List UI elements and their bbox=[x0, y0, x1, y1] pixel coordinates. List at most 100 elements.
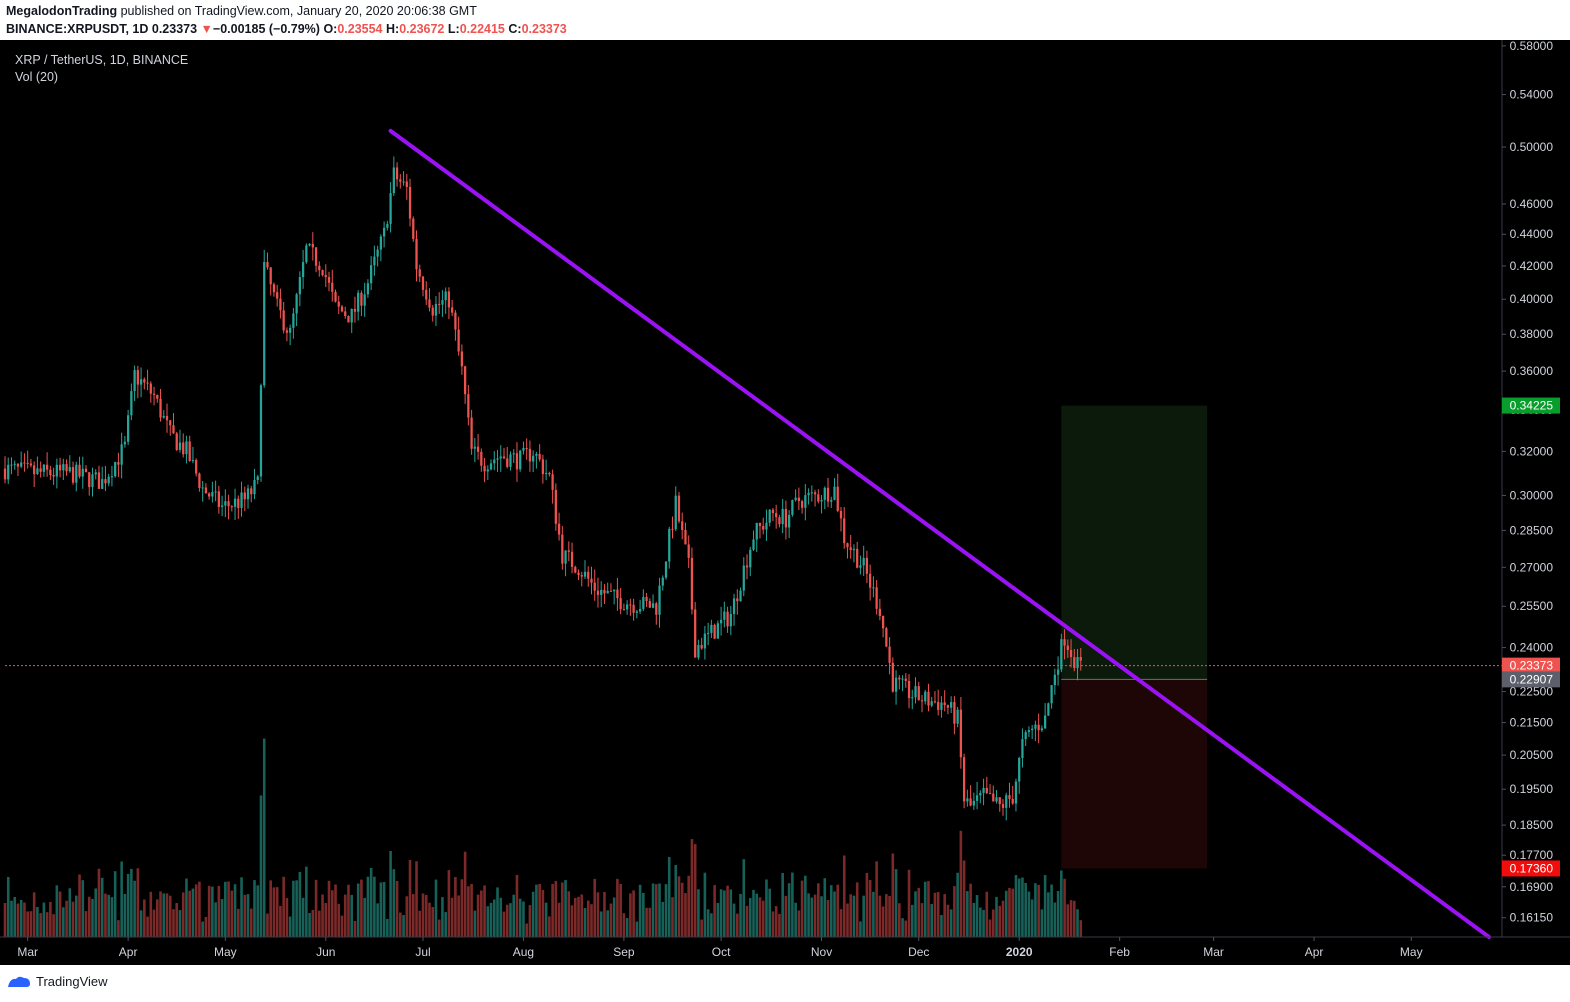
candle-body bbox=[839, 510, 843, 519]
volume-bar bbox=[732, 903, 736, 937]
volume-bar bbox=[502, 911, 506, 937]
publish-info: MegalodonTrading published on TradingVie… bbox=[6, 4, 477, 18]
price-tick-label: 0.25500 bbox=[1510, 599, 1554, 613]
candle-body bbox=[7, 464, 10, 480]
candle-body bbox=[23, 462, 26, 464]
volume-bar bbox=[778, 913, 781, 937]
candle-body bbox=[1060, 639, 1063, 670]
time-tick-label: Mar bbox=[1203, 945, 1224, 959]
candle-body bbox=[460, 351, 464, 367]
volume-bar bbox=[74, 895, 78, 937]
volume-bar bbox=[168, 895, 172, 937]
candle-body bbox=[671, 528, 674, 530]
candle-body bbox=[233, 498, 237, 507]
volume-bar bbox=[285, 897, 289, 937]
candle-body bbox=[10, 464, 13, 466]
candle-body bbox=[515, 453, 519, 470]
volume-bar bbox=[181, 892, 185, 937]
candle-body bbox=[360, 292, 363, 306]
volume-bar bbox=[538, 884, 541, 937]
candle-body bbox=[768, 509, 771, 523]
volume-bar bbox=[58, 891, 62, 937]
candle-body bbox=[104, 479, 107, 484]
candle-body bbox=[1043, 715, 1047, 729]
volume-bar bbox=[165, 893, 169, 937]
volume-bar bbox=[667, 856, 671, 937]
volume-bar bbox=[185, 878, 188, 937]
candle-body bbox=[859, 565, 862, 568]
candles bbox=[3, 156, 1082, 821]
candle-body bbox=[55, 464, 58, 477]
price-chart[interactable]: XRP / TetherUS, 1D, BINANCE Vol (20) 0.1… bbox=[0, 40, 1570, 965]
volume-bar bbox=[399, 912, 402, 937]
time-axis[interactable]: Mar Apr May Jun Jul Aug Sep Oct Nov Dec 2020 Feb Mar… bbox=[17, 937, 1423, 959]
profit-zone[interactable] bbox=[1061, 405, 1208, 680]
candle-body bbox=[716, 623, 719, 639]
price-tick-label: 0.21500 bbox=[1510, 716, 1554, 730]
volume-bar bbox=[755, 893, 759, 937]
candle-body bbox=[399, 179, 402, 182]
volume-bar bbox=[596, 892, 600, 937]
candle-body bbox=[885, 628, 888, 647]
price-tick-label: 0.19500 bbox=[1510, 782, 1554, 796]
volume-bar bbox=[616, 878, 619, 937]
candle-body bbox=[486, 469, 489, 472]
volume-bar bbox=[447, 870, 451, 937]
volume-bar bbox=[52, 914, 55, 937]
candle-body bbox=[39, 468, 42, 472]
volume-bar bbox=[969, 883, 972, 937]
last-price: 0.23373 bbox=[151, 22, 198, 36]
candle-body bbox=[376, 249, 379, 257]
candle-body bbox=[36, 468, 39, 475]
volume-bar bbox=[434, 879, 438, 937]
low-label: L: bbox=[447, 22, 460, 36]
volume-bar bbox=[933, 892, 937, 937]
volume-bar bbox=[347, 884, 350, 937]
candle-body bbox=[311, 243, 314, 248]
volume-bar bbox=[654, 884, 658, 937]
publisher-name[interactable]: MegalodonTrading bbox=[6, 4, 118, 18]
volume-bar bbox=[84, 911, 88, 937]
volume-bar bbox=[253, 880, 256, 937]
symbol-label: BINANCE:XRPUSDT, 1D bbox=[6, 22, 149, 36]
volume-bar bbox=[16, 903, 20, 937]
volume-bar bbox=[509, 903, 512, 937]
footer-brand[interactable]: TradingView bbox=[36, 974, 108, 989]
candle-body bbox=[178, 442, 182, 450]
volume-bar bbox=[308, 912, 311, 937]
candle-body bbox=[418, 269, 421, 277]
position-tool bbox=[1061, 405, 1208, 869]
candle-body bbox=[266, 262, 269, 268]
volume-bar bbox=[651, 883, 655, 937]
volume-bar bbox=[295, 880, 298, 937]
candle-body bbox=[334, 291, 337, 302]
volume-bar bbox=[382, 882, 386, 937]
candle-body bbox=[830, 499, 833, 502]
volume-bar bbox=[995, 896, 998, 937]
candle-body bbox=[165, 415, 169, 421]
volume-bar bbox=[496, 887, 499, 937]
candle-body bbox=[438, 303, 441, 305]
volume-bar bbox=[849, 894, 853, 937]
volume-bar bbox=[275, 887, 279, 937]
tradingview-logo-icon[interactable] bbox=[6, 975, 32, 989]
descending-trendline[interactable] bbox=[388, 128, 1492, 939]
volume-bar bbox=[431, 907, 435, 937]
volume-bar bbox=[402, 915, 405, 937]
volume-bar bbox=[645, 907, 648, 937]
volume-bar bbox=[674, 865, 678, 937]
candle-body bbox=[353, 308, 357, 312]
candle-body bbox=[525, 448, 528, 450]
time-tick-label: Sep bbox=[613, 945, 635, 959]
candle-body bbox=[959, 709, 963, 758]
price-tick-label: 0.42000 bbox=[1510, 259, 1554, 273]
published-text: published on TradingView.com, January 20… bbox=[120, 4, 477, 18]
volume-bar bbox=[713, 885, 716, 937]
candle-body bbox=[130, 391, 133, 416]
symbol-ohlc-line: BINANCE:XRPUSDT, 1D 0.23373 ▼−0.00185 (−… bbox=[6, 22, 567, 36]
volume-bar bbox=[227, 881, 230, 937]
loss-zone[interactable] bbox=[1061, 679, 1208, 869]
volume-bar bbox=[544, 902, 548, 937]
candle-body bbox=[220, 505, 224, 507]
volume-bar bbox=[868, 880, 872, 937]
